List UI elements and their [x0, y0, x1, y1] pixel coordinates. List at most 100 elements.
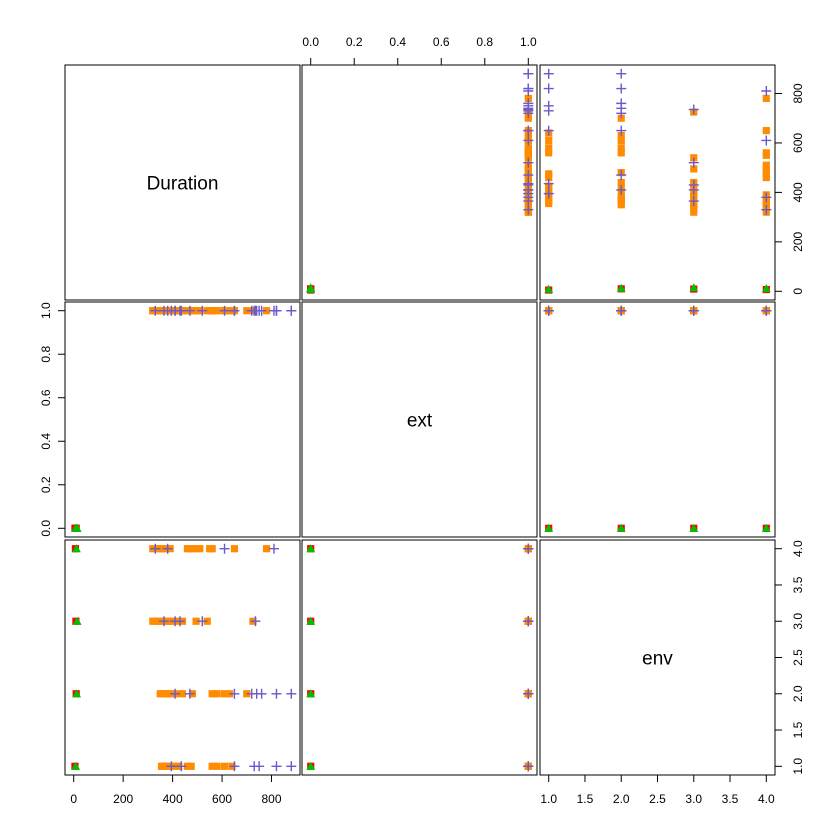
- data-point-39: [213, 690, 221, 698]
- data-point-67: [150, 305, 161, 316]
- data-point-48: [523, 688, 534, 699]
- data-point-17: [183, 762, 192, 770]
- data-point-74: [183, 545, 192, 553]
- data-point-5: [689, 283, 699, 292]
- tick-label: 3.5: [791, 576, 805, 593]
- data-point-62: [523, 157, 534, 168]
- data-point-75: [762, 170, 770, 178]
- tick-label: 2.0: [613, 792, 630, 806]
- data-point-77: [196, 545, 204, 553]
- data-point-59: [523, 179, 534, 190]
- tick-label: 400: [163, 792, 183, 806]
- panel-frame: [301, 301, 538, 538]
- data-point-80: [219, 305, 230, 316]
- data-point-27: [543, 68, 554, 79]
- panel-ext-vs-ext: ext: [301, 301, 538, 538]
- data-point-1: [306, 761, 316, 770]
- data-point-81: [762, 126, 770, 135]
- data-point-53: [158, 616, 169, 627]
- data-point-83: [761, 305, 772, 316]
- panel-duration-vs-env: [539, 64, 776, 301]
- tick-label: 1.0: [39, 302, 53, 319]
- data-point-20: [545, 144, 553, 152]
- tick-label: 3.5: [722, 792, 739, 806]
- tick-label: 600: [212, 792, 232, 806]
- data-point-16: [176, 761, 187, 772]
- data-point-20: [213, 762, 221, 770]
- data-point-67: [523, 204, 534, 215]
- data-point-7: [72, 523, 81, 532]
- panel-frame: [301, 539, 538, 776]
- data-point-65: [523, 616, 534, 627]
- data-point-18: [545, 170, 553, 178]
- tick-label: 4.0: [758, 792, 775, 806]
- data-point-83: [268, 305, 279, 316]
- data-point-77: [762, 161, 770, 169]
- data-point-80: [761, 135, 772, 146]
- variable-label-duration: Duration: [147, 174, 219, 195]
- data-point-80: [219, 543, 230, 554]
- data-point-35: [178, 690, 187, 698]
- data-point-18: [187, 762, 195, 770]
- tick-label: 1.0: [520, 35, 537, 49]
- data-point-62: [688, 157, 699, 168]
- data-point-72: [162, 543, 173, 554]
- data-point-25: [254, 761, 265, 772]
- panel-duration-vs-duration: Duration: [64, 64, 301, 301]
- data-point-48: [616, 68, 627, 79]
- tick-label: 0.0: [302, 35, 319, 49]
- data-point-7: [72, 544, 81, 553]
- data-point-49: [690, 208, 698, 216]
- data-point-82: [762, 94, 770, 103]
- data-point-76: [191, 545, 199, 553]
- data-point-49: [149, 617, 157, 625]
- data-point-3: [72, 689, 82, 698]
- panel-frame: [64, 301, 301, 538]
- data-point-21: [220, 762, 229, 770]
- data-point-31: [164, 690, 172, 698]
- panel-duration-vs-ext: [301, 64, 538, 301]
- tick-label: 0.6: [433, 35, 450, 49]
- data-point-12: [543, 188, 554, 199]
- data-point-48: [523, 68, 534, 79]
- y-axis-left-ext: 0.0 0.2 0.4 0.6 0.8 1.0: [39, 302, 66, 537]
- data-point-36: [523, 170, 534, 181]
- panel-frame: [64, 64, 301, 301]
- tick-label: 1.5: [577, 792, 594, 806]
- data-point-65: [250, 616, 261, 627]
- tick-label: 200: [113, 792, 133, 806]
- data-point-23: [229, 761, 240, 772]
- data-point-1: [544, 284, 554, 293]
- tick-label: 2.5: [649, 792, 666, 806]
- data-point-83: [268, 543, 279, 554]
- data-point-40: [220, 690, 229, 698]
- data-point-47: [616, 83, 627, 94]
- data-point-81: [230, 545, 239, 553]
- panel-ext-vs-duration: [64, 301, 301, 538]
- data-point-7: [306, 283, 316, 293]
- data-point-65: [688, 305, 699, 316]
- data-point-42: [523, 125, 534, 136]
- data-point-12: [166, 761, 177, 772]
- data-point-1: [544, 523, 554, 532]
- data-point-74: [762, 173, 770, 182]
- panel-frame: [64, 539, 301, 776]
- data-point-48: [286, 688, 297, 699]
- variable-label-env: env: [642, 649, 673, 670]
- data-point-46: [256, 688, 267, 699]
- x-axis-bottom-duration: 0 200 400 600 800: [70, 774, 282, 806]
- data-point-16: [543, 178, 554, 189]
- data-point-42: [616, 125, 627, 136]
- tick-label: 200: [791, 232, 805, 252]
- data-point-79: [208, 307, 216, 315]
- data-point-79: [524, 149, 532, 157]
- tick-label: 0: [70, 792, 77, 806]
- tick-label: 0.2: [346, 35, 363, 49]
- tick-label: 0.6: [39, 389, 53, 406]
- tick-label: 2.0: [791, 685, 805, 702]
- data-point-19: [545, 149, 553, 157]
- data-point-65: [523, 104, 534, 115]
- data-point-1: [71, 761, 81, 770]
- data-point-83: [523, 543, 534, 554]
